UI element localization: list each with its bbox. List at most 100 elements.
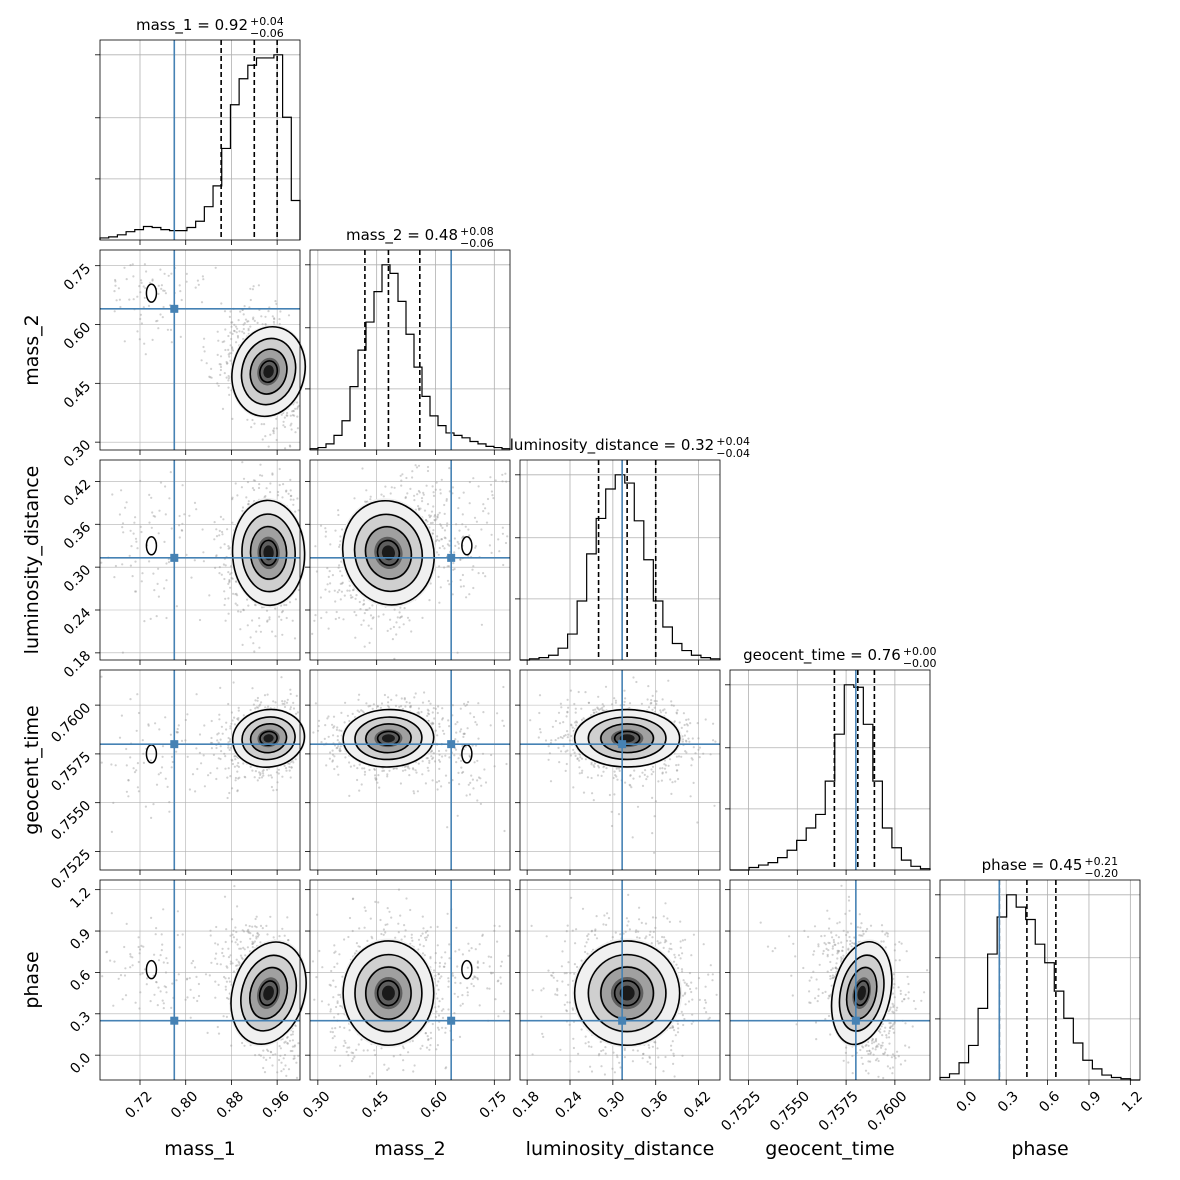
scatter-point [596,774,600,777]
scatter-point [651,832,654,835]
scatter-point [396,616,399,619]
scatter-point [336,726,339,729]
scatter-point [150,816,153,820]
scatter-point [218,566,221,569]
scatter-point [251,418,254,422]
scatter-point [412,790,415,793]
scatter-point [231,719,234,722]
scatter-point [564,769,567,773]
scatter-point [440,785,443,788]
scatter-point [286,698,289,701]
scatter-point [283,764,286,768]
scatter-point [456,740,459,743]
truth-marker [170,304,179,313]
scatter-point [443,529,447,532]
scatter-point [443,512,446,516]
scatter-point [328,757,331,760]
scatter-point [166,328,169,331]
scatter-point [271,630,274,633]
scatter-point [139,291,142,294]
scatter-point [247,500,250,503]
scatter-point [227,334,230,338]
scatter-point [160,287,163,290]
scatter-point [290,766,293,769]
scatter-point [468,534,471,537]
scatter-point [459,585,463,588]
scatter-point [451,704,454,707]
scatter-point [169,733,172,736]
scatter-point [238,330,241,333]
scatter-point [220,750,223,753]
scatter-point [264,323,267,326]
scatter-point [343,594,346,597]
scatter-point [363,770,367,774]
scatter-point [134,537,138,540]
scatter-point [210,747,213,750]
scatter-point [595,710,598,714]
scatter-point [482,503,485,506]
scatter-point [285,701,289,704]
scatter-point [240,486,243,489]
scatter-point [203,785,206,788]
scatter-point [430,755,433,758]
scatter-point [377,615,380,618]
scatter-point [231,349,234,352]
scatter-point [231,762,234,766]
scatter-point [281,775,284,778]
scatter-point [331,574,334,577]
scatter-point [633,769,636,772]
scatter-point [100,675,103,678]
scatter-point [259,630,262,633]
scatter-point [216,353,219,356]
scatter-point [411,476,414,479]
scatter-point [196,767,199,771]
scatter-point [135,540,138,543]
scatter-point [427,713,431,716]
scatter-point [118,513,121,516]
scatter-point [224,767,227,770]
scatter-point [128,298,131,301]
scatter-point [685,718,688,722]
scatter-point [502,563,505,567]
scatter-point [220,725,223,728]
scatter-point [369,495,372,498]
scatter-point [218,572,221,575]
scatter-point [427,700,430,703]
scatter-point [125,501,128,504]
scatter-point [436,535,439,538]
scatter-point [317,725,320,728]
scatter-point [229,725,232,728]
scatter-point [236,494,239,497]
scatter-point [428,599,431,602]
scatter-point [152,572,155,575]
scatter-point [506,535,509,538]
scatter-point [453,537,456,540]
scatter-point [363,767,366,770]
scatter-point [236,789,239,792]
scatter-point [152,803,155,806]
scatter-point [294,431,297,434]
scatter-point [270,776,273,779]
scatter-point [216,739,219,742]
scatter-point [221,407,225,410]
histogram-bars [99,54,301,240]
scatter-point [198,618,202,622]
scatter-point [439,586,442,589]
scatter-point [437,513,440,516]
scatter-point [254,699,257,702]
scatter-point [426,714,429,718]
scatter-point [181,529,184,532]
scatter-point [333,589,336,592]
scatter-point [423,509,427,512]
scatter-point [247,320,250,323]
scatter-point [358,789,361,792]
scatter-point [437,553,440,556]
scatter-point [289,424,292,427]
scatter-point [283,603,286,607]
scatter-point [567,733,570,736]
scatter-point [242,609,245,612]
scatter-point [125,747,128,751]
scatter-point [467,700,470,704]
scatter-point [353,497,356,500]
scatter-point [336,765,339,768]
